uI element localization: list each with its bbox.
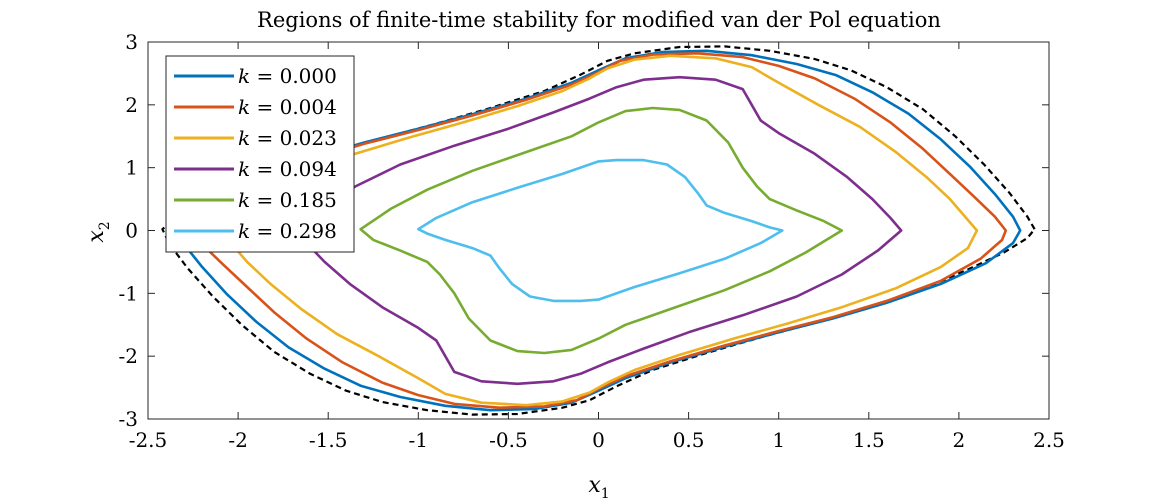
x-tick-label: 1 — [772, 428, 785, 452]
x-tick-label: 2.5 — [1033, 428, 1065, 452]
x-axis-label-subscript: 1 — [601, 486, 610, 501]
legend-label-k-0-004: k = 0.004 — [238, 95, 337, 119]
x-tick-label: 0 — [592, 428, 605, 452]
legend-frame — [165, 55, 355, 253]
x-axis-label: x1 — [588, 473, 609, 501]
y-tick-label: 1 — [125, 156, 138, 180]
x-tick-label: -0.5 — [489, 428, 528, 452]
legend-label-k-0-000: k = 0.000 — [238, 64, 337, 88]
x-tick-label: 0.5 — [673, 428, 705, 452]
y-tick-label: -1 — [119, 281, 138, 305]
y-axis-label-subscript: 2 — [97, 221, 113, 230]
series-line-k-0-185 — [359, 106, 844, 355]
series-line-k-0-298 — [417, 158, 784, 303]
legend-label-k-0-185: k = 0.185 — [238, 188, 337, 212]
y-axis-label: x2 — [84, 221, 113, 242]
y-tick-label: 3 — [125, 30, 138, 54]
x-tick-label: -2.5 — [129, 428, 168, 452]
x-tick-label: -1.5 — [309, 428, 348, 452]
x-tick-label: -1 — [409, 428, 428, 452]
legend-label-k-0-094: k = 0.094 — [238, 157, 337, 181]
y-tick-label: -3 — [119, 407, 138, 431]
y-tick-label: 0 — [125, 219, 138, 243]
y-tick-label: -2 — [119, 344, 138, 368]
chart-title: Regions of finite-time stability for mod… — [257, 8, 941, 32]
x-tick-label: 1.5 — [853, 428, 885, 452]
legend-label-k-0-023: k = 0.023 — [238, 126, 337, 150]
y-tick-label: 2 — [125, 93, 138, 117]
x-tick-label: 2 — [953, 428, 966, 452]
legend: k = 0.000 k = 0.004 k = 0.023 k = 0.094 k = … — [165, 55, 355, 253]
x-tick-label: -2 — [228, 428, 247, 452]
legend-label-k-0-298: k = 0.298 — [238, 219, 337, 243]
